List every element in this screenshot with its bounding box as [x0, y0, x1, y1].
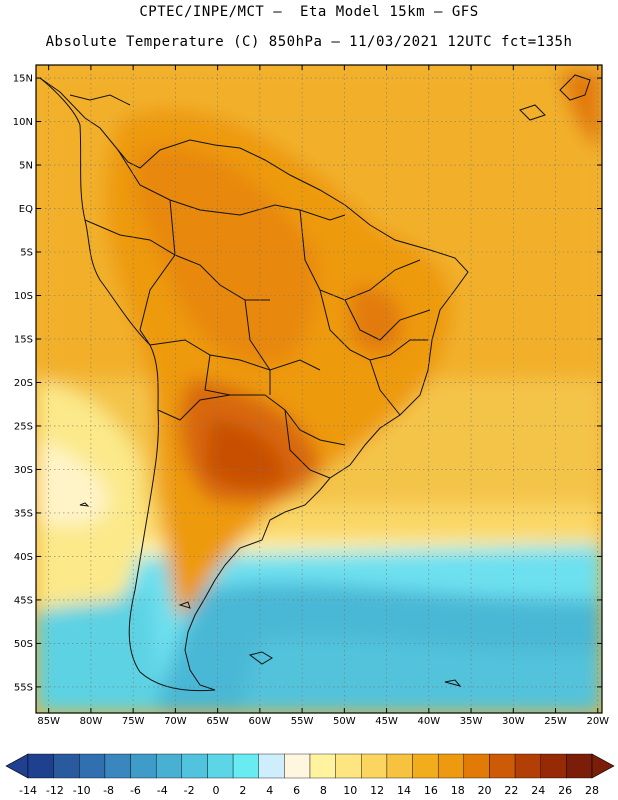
lat-label: 10S — [14, 291, 33, 302]
colorbar-swatch — [232, 753, 259, 779]
colorbar-swatch — [79, 753, 106, 779]
colorbar-label: 28 — [585, 784, 599, 797]
colorbar-arrow-left — [5, 753, 29, 779]
colorbar-swatch — [27, 753, 54, 779]
lat-label: 5N — [19, 161, 33, 172]
colorbar-label: 4 — [266, 784, 273, 797]
colorbar-swatch — [386, 753, 413, 779]
colorbar-label: 16 — [424, 784, 438, 797]
map-frame — [35, 64, 603, 714]
colorbar-label: 14 — [397, 784, 411, 797]
lon-label: 40W — [418, 716, 441, 727]
colorbar-label: -6 — [130, 784, 141, 797]
lat-label: 45S — [14, 595, 33, 606]
colorbar-swatch — [540, 753, 567, 779]
lat-label: 25S — [14, 421, 33, 432]
colorbar-swatch — [207, 753, 234, 779]
colorbar-label: 26 — [558, 784, 572, 797]
colorbar-label: -4 — [157, 784, 168, 797]
colorbar-swatch — [437, 753, 465, 779]
colorbar-label: -2 — [184, 784, 195, 797]
lon-label: 80W — [80, 716, 103, 727]
axis-ticks: 15N 10N 5N EQ 5S 10S 15S 20S 25S 30S 35S 40S 45S 50S 5… — [13, 65, 609, 727]
lon-label: 85W — [37, 716, 60, 727]
lat-label: 15N — [13, 74, 33, 85]
lat-label: 10N — [13, 117, 33, 128]
chart-title-line-2: Absolute Temperature (C) 850hPa – 11/03/… — [45, 34, 573, 50]
lon-label: 20W — [586, 716, 609, 727]
colorbar-swatch — [412, 753, 439, 779]
colorbar-arrow-right — [591, 753, 615, 779]
colorbar-label: -12 — [46, 784, 64, 797]
lat-label: 40S — [14, 552, 33, 563]
colorbar-swatch — [489, 753, 516, 779]
colorbar-swatch — [181, 753, 208, 779]
colorbar-swatch — [284, 753, 311, 779]
colorbar-swatch — [463, 753, 490, 779]
colorbar-label: -10 — [73, 784, 91, 797]
colorbar-swatch — [335, 753, 362, 779]
lat-label: 35S — [14, 508, 33, 519]
lat-label: 5S — [20, 248, 33, 259]
lon-label: 35W — [460, 716, 483, 727]
colorbar-swatch — [104, 753, 131, 779]
chart-title-line-1: CPTEC/INPE/MCT – Eta Model 15km – GFS — [139, 4, 479, 20]
colorbar-label: 18 — [451, 784, 465, 797]
colorbar-label: 6 — [293, 784, 300, 797]
lat-label: 50S — [14, 639, 33, 650]
colorbar: -14 -12 -10 -8 -6 -4 -2 0 2 4 6 8 10 12 14 16 18 20 22 24 26… — [5, 753, 615, 797]
lon-label: 50W — [333, 716, 356, 727]
colorbar-label: 20 — [478, 784, 492, 797]
lon-label: 60W — [249, 716, 272, 727]
lat-label: 15S — [14, 334, 33, 345]
colorbar-label: 10 — [343, 784, 357, 797]
colorbar-label: 0 — [213, 784, 220, 797]
colorbar-swatch — [566, 753, 593, 779]
lat-label: EQ — [19, 204, 33, 215]
lon-label: 75W — [122, 716, 145, 727]
lon-label: 65W — [206, 716, 229, 727]
colorbar-label: 12 — [370, 784, 384, 797]
colorbar-label: 8 — [320, 784, 327, 797]
lat-label: 20S — [14, 378, 33, 389]
lon-label: 55W — [291, 716, 314, 727]
colorbar-label: -14 — [19, 784, 37, 797]
lon-label: 30W — [502, 716, 525, 727]
colorbar-label: 24 — [531, 784, 545, 797]
colorbar-swatch — [258, 753, 285, 779]
colorbar-swatch — [53, 753, 80, 779]
lat-label: 55S — [14, 682, 33, 693]
lon-label: 25W — [544, 716, 567, 727]
temperature-field — [36, 65, 602, 713]
colorbar-label: 2 — [239, 784, 246, 797]
colorbar-label: 22 — [504, 784, 518, 797]
colorbar-swatch — [130, 753, 157, 779]
colorbar-swatch — [309, 753, 336, 779]
lat-label: 30S — [14, 465, 33, 476]
lon-label: 70W — [164, 716, 187, 727]
colorbar-swatch — [514, 753, 541, 779]
colorbar-swatch — [361, 753, 388, 779]
lat-lon-grid — [36, 65, 602, 713]
colorbar-label: -8 — [103, 784, 114, 797]
colorbar-swatch — [155, 753, 183, 779]
lon-label: 45W — [375, 716, 398, 727]
